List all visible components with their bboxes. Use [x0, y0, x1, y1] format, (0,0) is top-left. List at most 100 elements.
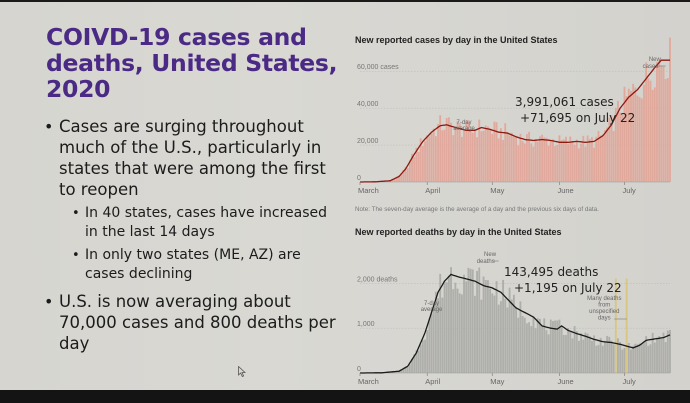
x-tick-label: July	[622, 186, 636, 195]
bar	[651, 332, 654, 373]
bar	[478, 267, 481, 373]
bar	[491, 133, 494, 182]
bar	[610, 340, 613, 373]
bar	[599, 337, 602, 373]
bar	[398, 371, 400, 373]
bar	[606, 335, 609, 373]
bar	[619, 112, 622, 182]
bar	[562, 334, 565, 373]
bar	[591, 137, 593, 182]
bar	[460, 136, 463, 182]
bar	[434, 136, 437, 182]
bar	[536, 318, 539, 373]
bar	[525, 134, 528, 182]
bar	[454, 127, 457, 182]
bar	[408, 364, 411, 373]
bar	[530, 143, 533, 182]
bar	[573, 326, 576, 373]
bar	[450, 122, 452, 182]
bar	[395, 371, 398, 373]
bar	[599, 135, 602, 182]
bar	[588, 139, 591, 182]
bar	[664, 79, 667, 182]
bar	[519, 133, 522, 182]
seven-day-average-label: average	[421, 307, 443, 313]
bar	[634, 343, 637, 373]
bar	[636, 95, 639, 182]
bar	[482, 276, 485, 373]
bar	[486, 126, 489, 182]
bar	[476, 271, 478, 373]
bar	[393, 178, 396, 182]
bar	[571, 338, 574, 373]
x-tick-label: April	[425, 186, 440, 195]
bar	[530, 326, 533, 373]
bar	[549, 319, 552, 373]
x-tick-label: March	[358, 377, 379, 386]
bar	[450, 267, 452, 373]
bar	[523, 143, 526, 182]
bar	[519, 301, 522, 373]
bar	[593, 335, 596, 373]
bar	[534, 328, 537, 373]
bar	[517, 317, 520, 373]
bar	[556, 320, 559, 373]
deaths-latest-label: +1,195 on July 22	[514, 281, 622, 295]
bar	[413, 156, 416, 182]
bar	[512, 294, 515, 373]
bar	[534, 139, 537, 182]
bar	[458, 123, 461, 182]
y-tick-label: 60,000 cases	[357, 64, 399, 71]
bar	[421, 340, 424, 373]
bar	[473, 295, 476, 373]
bar	[545, 330, 548, 373]
sub-bullet-item: In 40 states, cases have increased in th…	[44, 204, 344, 242]
bar	[541, 134, 544, 182]
bar	[486, 280, 489, 373]
bar	[640, 343, 643, 373]
bar	[437, 123, 439, 182]
bar	[441, 130, 444, 182]
bar	[634, 87, 637, 182]
bar	[612, 130, 615, 182]
bar	[432, 305, 435, 373]
bar	[456, 288, 459, 373]
bar	[430, 133, 433, 182]
bar	[614, 107, 617, 182]
bar	[506, 307, 509, 373]
bar	[647, 345, 650, 373]
bar	[463, 130, 465, 182]
bar	[415, 350, 418, 373]
bar	[627, 343, 630, 373]
bar	[565, 335, 567, 373]
bar	[476, 137, 478, 182]
bar	[497, 304, 500, 373]
bar	[593, 147, 596, 182]
bar	[400, 369, 403, 373]
bar	[651, 89, 654, 182]
bar	[504, 123, 507, 182]
bar	[525, 323, 528, 373]
bar	[543, 137, 546, 182]
x-tick-label: May	[490, 186, 504, 195]
bar	[521, 315, 524, 373]
bar	[653, 87, 656, 182]
bar	[484, 125, 487, 182]
bar	[549, 140, 552, 182]
bar	[536, 141, 539, 182]
bar	[562, 139, 565, 182]
seven-day-average-line	[360, 59, 670, 183]
bar	[601, 134, 604, 182]
bar	[391, 179, 394, 182]
bar	[521, 141, 524, 182]
bar	[569, 330, 572, 373]
bar	[666, 77, 669, 182]
bar	[469, 268, 472, 373]
bar	[645, 336, 648, 373]
bar	[428, 136, 431, 182]
bar	[419, 138, 422, 182]
bar	[404, 367, 407, 373]
new-deaths-label: New	[484, 252, 497, 258]
new-deaths-label: deaths	[477, 259, 495, 265]
bar	[400, 173, 403, 182]
